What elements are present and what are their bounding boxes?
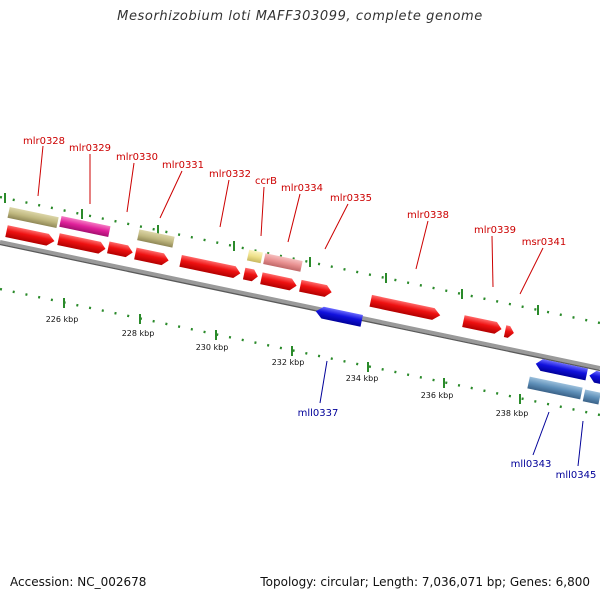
label-leader [415,220,429,270]
label-leader [319,360,328,404]
label-leader [219,179,230,228]
gene-label-forward: mlr0328 [23,136,65,147]
gene-arrow-forward [462,315,502,334]
upper-ruler [0,193,600,325]
gene-label-forward: mlr0334 [281,183,323,194]
gene-label-forward: mlr0339 [474,225,516,236]
gene-arrow-forward [503,325,514,338]
gene-label-reverse: mll0345 [556,470,597,481]
genome-backbone [0,240,600,370]
gene-label-reverse: mll0337 [298,408,339,419]
scale-label: 236 kbp [421,391,454,400]
gene-arrow-forward [179,254,241,279]
feature-bar-steel [582,389,600,405]
gene-label-forward: ccrB [255,176,277,187]
scale-label: 238 kbp [496,409,529,418]
gene-label-forward: mlr0329 [69,143,111,154]
feature-bar-magenta [59,215,111,238]
accession-label: Accession: NC_002678 [10,575,147,589]
gene-label-reverse: mll0343 [511,459,552,470]
feature-bar-steel [527,376,583,400]
label-leader [519,247,544,295]
scale-label: 232 kbp [272,358,305,367]
lower-ruler [0,287,600,417]
label-leader [324,203,349,250]
gene-arrow-forward [242,267,258,282]
label-leader [287,193,301,243]
gene-label-forward: mlr0330 [116,152,158,163]
label-leader [159,170,183,219]
label-leader [37,145,44,197]
gene-label-forward: msr0341 [522,237,567,248]
gene-arrow-forward [369,294,441,320]
gene-arrow-reverse [589,370,600,385]
genome-title: Mesorhizobium loti MAFF303099, complete … [117,9,483,24]
gene-arrow-forward [134,247,169,266]
label-leader [260,186,265,237]
feature-bar-pink [263,253,303,272]
gene-arrow-forward [299,279,332,297]
forward-genes [5,225,514,338]
forward-gene-labels: mlr0328 mlr0329 mlr0330 mlr0331 mlr0332 … [23,136,567,295]
feature-bars-outer [7,206,600,405]
gene-label-forward: mlr0338 [407,210,449,221]
scale-label: 226 kbp [46,315,79,324]
label-leader [491,235,494,288]
gene-label-forward: mlr0335 [330,193,372,204]
label-leader [577,420,584,467]
gene-arrow-forward [57,233,106,254]
gene-arrow-reverse [315,306,363,327]
gene-label-forward: mlr0331 [162,160,204,171]
label-leader [532,411,550,456]
scale-label: 230 kbp [196,343,229,352]
gene-arrow-forward [260,272,297,291]
gene-label-forward: mlr0332 [209,169,251,180]
gene-arrow-reverse [535,359,588,381]
topology-label: Topology: circular; Length: 7,036,071 bp… [260,575,590,589]
feature-bar-khaki [137,229,175,248]
scale-label: 228 kbp [122,329,155,338]
label-leader [126,162,135,213]
feature-bar-khaki [7,206,59,229]
genome-backbone-shadow [0,243,600,372]
feature-bar-yellow [246,249,263,264]
reverse-gene-labels: mll0337 mll0343 mll0345 [298,360,597,481]
gene-arrow-forward [5,225,55,246]
gene-arrow-forward [107,241,133,258]
reverse-genes [315,306,600,385]
scale-label: 234 kbp [346,374,379,383]
